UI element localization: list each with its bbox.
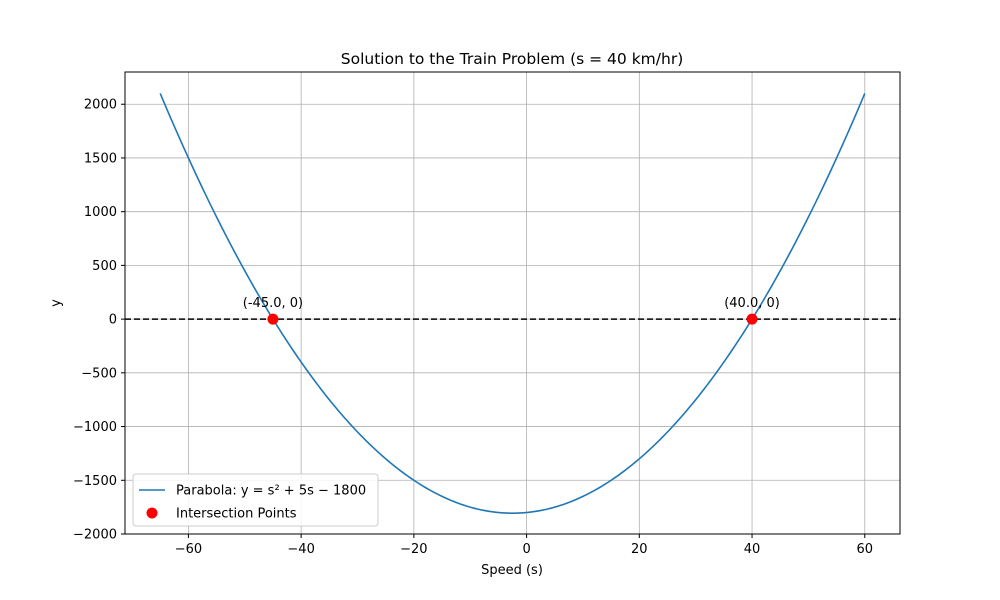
legend-label-intersections: Intersection Points xyxy=(176,507,297,522)
y-tick-label: 1500 xyxy=(84,151,117,166)
legend-point-swatch xyxy=(146,507,158,519)
y-tick-label: −2000 xyxy=(73,528,117,543)
y-tick-label: 1000 xyxy=(84,205,117,220)
plot-frame xyxy=(124,71,901,535)
y-tick-label: 500 xyxy=(92,259,117,274)
y-axis-label: y xyxy=(49,299,64,307)
parabola-line xyxy=(159,93,866,514)
x-tick-label: 20 xyxy=(631,542,648,557)
point-annotation: (40.0, 0) xyxy=(724,296,780,311)
y-tick-label: 2000 xyxy=(84,98,117,113)
y-tick-label: −1500 xyxy=(73,474,117,489)
legend-label-parabola: Parabola: y = s² + 5s − 1800 xyxy=(176,484,366,499)
chart-title: Solution to the Train Problem (s = 40 km… xyxy=(341,50,684,68)
x-tick-label: −40 xyxy=(287,542,314,557)
y-tick-label: −1000 xyxy=(73,420,117,435)
x-tick-label: −20 xyxy=(400,542,427,557)
x-tick-label: 0 xyxy=(522,542,530,557)
axes-frame xyxy=(124,71,901,535)
y-tick-label: 0 xyxy=(109,313,117,328)
x-tick-label: 60 xyxy=(856,542,873,557)
axis-ticks: −60 −40 −20 0 20 40 60 −2000 −1500 −1000 −500 0 500 1… xyxy=(73,98,873,557)
x-axis-label: Speed (s) xyxy=(481,563,543,578)
plot-series: (-45.0, 0) (40.0, 0) xyxy=(125,93,900,514)
legend: Parabola: y = s² + 5s − 1800 Intersection… xyxy=(132,473,379,527)
legend-box xyxy=(132,473,379,527)
y-tick-label: −500 xyxy=(81,366,117,381)
x-tick-label: −60 xyxy=(175,542,202,557)
point-annotation: (-45.0, 0) xyxy=(243,296,303,311)
intersection-point xyxy=(746,313,758,325)
intersection-point xyxy=(267,313,279,325)
x-tick-label: 40 xyxy=(744,542,761,557)
